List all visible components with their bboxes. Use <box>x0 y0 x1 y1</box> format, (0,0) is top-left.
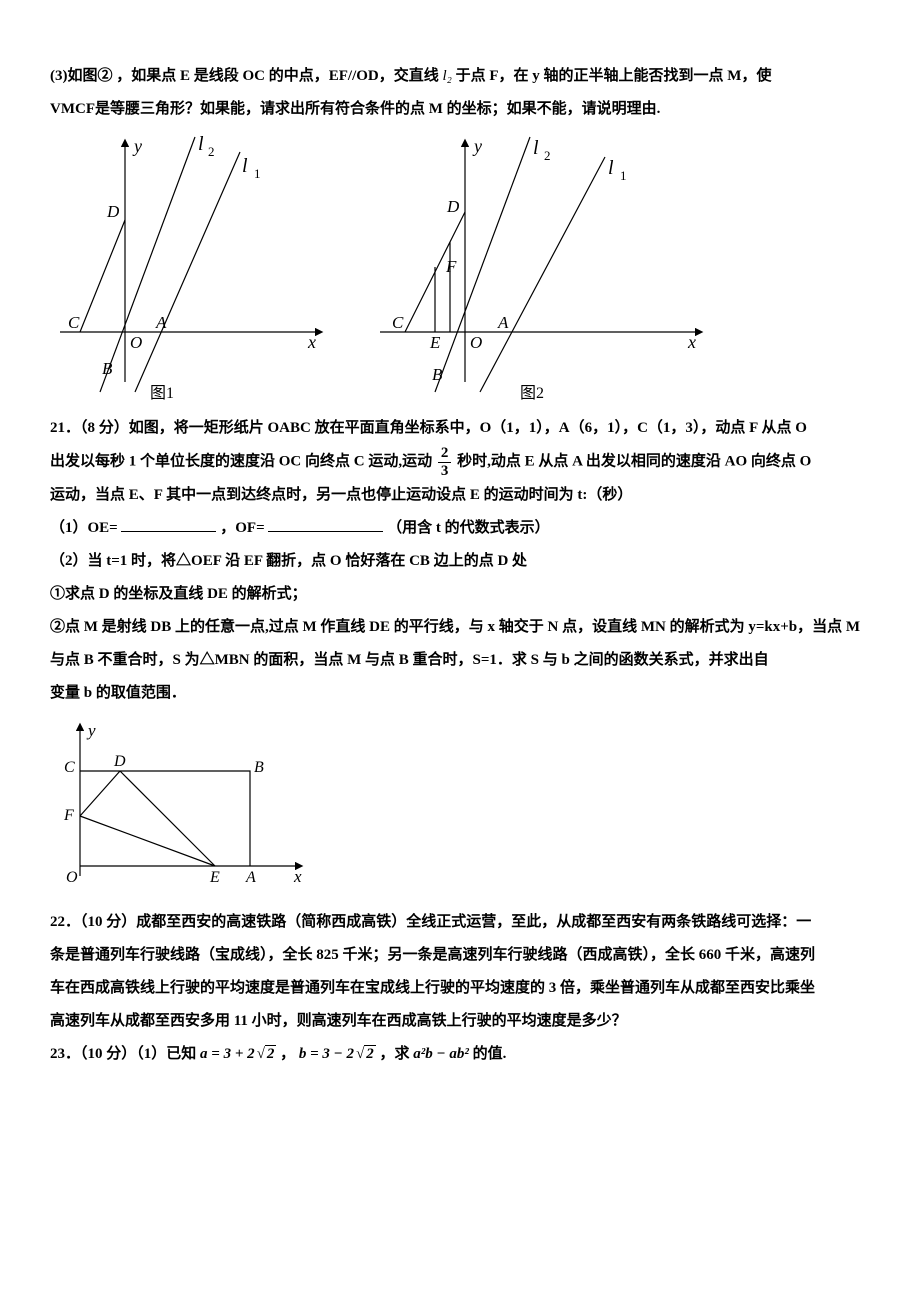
q21-p2: （2）当 t=1 时，将△OEF 沿 EF 翻折，点 O 恰好落在 CB 边上的… <box>50 545 870 578</box>
q21-p2-1: ①求点 D 的坐标及直线 DE 的解析式； <box>50 578 870 611</box>
q21-frac-den: 3 <box>438 463 452 480</box>
q22-head: 22．（10 分）成都至西安的高速铁路（简称西成高铁）全线正式运营，至此，从成都… <box>50 906 870 939</box>
q23-expr: a²b − ab² <box>413 1046 469 1062</box>
q23-sqrt-a: 2 <box>265 1045 277 1062</box>
q21-line3: 运动，当点 E、F 其中一点到达终点时，另一点也停止运动设点 E 的运动时间为 … <box>50 479 870 512</box>
q23-comma1: ， <box>280 1046 295 1062</box>
q23: 23．（10 分）（1）已知 a = 3 + 2 2 ， b = 3 − 2 2 ，… <box>50 1038 870 1071</box>
q23-a: a = 3 + 2 2 <box>200 1046 280 1062</box>
q21-p1: （1）OE= ，OF= （用含 t 的代数式表示） <box>50 512 870 545</box>
q21-p2-3: 变量 b 的取值范围． <box>50 677 870 710</box>
q21-head: 21．（8 分）如图，将一矩形纸片 OABC 放在平面直角坐标系中，O（1，1）… <box>50 412 870 445</box>
q23-b-eq: b = 3 − 2 <box>299 1046 354 1062</box>
fig1-x: x <box>307 332 316 352</box>
fig1-l2-l: l <box>198 133 204 155</box>
q21-p1b: ，OF= <box>220 520 264 536</box>
fig3-C: C <box>64 759 75 776</box>
q23-a-eq: a = 3 + 2 <box>200 1046 255 1062</box>
fig1-A: A <box>155 313 167 332</box>
fig3-B: B <box>254 759 264 776</box>
fig1-D: D <box>106 202 120 221</box>
q3-part1: (3)如图② ，如果点 E 是线段 OC 的中点，EF//OD，交直线 <box>50 68 439 84</box>
fig2-A: A <box>497 313 509 332</box>
fig2-D: D <box>446 197 460 216</box>
fig2-l2-l: l <box>533 137 539 159</box>
fig1-l1-l: l <box>242 155 248 177</box>
fig2-x: x <box>687 332 696 352</box>
fig3-E: E <box>209 869 220 886</box>
q3-line1: (3)如图② ，如果点 E 是线段 OC 的中点，EF//OD，交直线 l₂ 于… <box>50 60 870 93</box>
figure-3: y x C D B F O E A <box>50 716 310 896</box>
q3-l2: l₂ <box>443 68 452 84</box>
fig3-x: x <box>293 867 302 886</box>
blank-of <box>268 516 383 532</box>
fig3-y: y <box>86 721 96 740</box>
q21-p1c: （用含 t 的代数式表示） <box>387 520 550 536</box>
fig1-l2-sub: 2 <box>208 144 215 159</box>
q22-l2: 条是普通列车行驶线路（宝成线），全长 825 千米；另一条是高速列车行驶线路（西… <box>50 939 870 972</box>
q21-line2: 出发以每秒 1 个单位长度的速度沿 OC 向终点 C 运动,运动 2 3 秒时,… <box>50 445 870 479</box>
fig3-A: A <box>245 869 256 886</box>
fig1-l1-sub: 1 <box>254 166 261 181</box>
fig1-y: y <box>132 136 142 156</box>
q21-p2-2: ②点 M 是射线 DB 上的任意一点,过点 M 作直线 DE 的平行线，与 x … <box>50 611 870 677</box>
figures-row: y x l 2 l 1 D C A O B 图1 <box>50 132 870 402</box>
q23-b: b = 3 − 2 2 <box>299 1046 380 1062</box>
q22-l4: 高速列车从成都至西安多用 11 小时，则高速列车在西成高铁上行驶的平均速度是多少… <box>50 1005 870 1038</box>
fig3-F: F <box>63 807 74 824</box>
q21-p1a: （1）OE= <box>50 520 118 536</box>
fig2-E: E <box>429 333 441 352</box>
blank-oe <box>121 516 216 532</box>
q23-head: 23．（10 分）（1）已知 <box>50 1046 196 1062</box>
q21-line2b: 秒时,动点 E 从点 A 出发以相同的速度沿 AO 向终点 O <box>457 453 811 469</box>
fig2-C: C <box>392 313 404 332</box>
q3-line2: VMCF是等腰三角形？如果能，请求出所有符合条件的点 M 的坐标；如果不能，请说… <box>50 93 870 126</box>
q22-l3: 车在西成高铁线上行驶的平均速度是普通列车在宝成线上行驶的平均速度的 3 倍，乘坐… <box>50 972 870 1005</box>
fig3-O: O <box>66 869 78 886</box>
fig1-O: O <box>130 333 142 352</box>
fig2-caption: 图2 <box>520 385 544 402</box>
q23-end: 的值. <box>473 1046 507 1062</box>
q21-frac-num: 2 <box>438 445 452 463</box>
fig2-l1-sub: 1 <box>620 168 627 183</box>
fig2-y: y <box>472 136 482 156</box>
fig2-l2-sub: 2 <box>544 148 551 163</box>
fig1-B: B <box>102 359 113 378</box>
q21-frac: 2 3 <box>438 445 452 479</box>
q23-sqrt-b: 2 <box>364 1045 376 1062</box>
fig2-B: B <box>432 365 443 384</box>
q3-part2: 于点 F，在 y 轴的正半轴上能否找到一点 M，使 <box>456 68 772 84</box>
q23-tail: ，求 <box>380 1046 410 1062</box>
fig1-caption: 图1 <box>150 385 174 402</box>
fig2-F: F <box>445 257 457 276</box>
fig2-O: O <box>470 333 482 352</box>
q21-line2a: 出发以每秒 1 个单位长度的速度沿 OC 向终点 C 运动,运动 <box>50 453 432 469</box>
fig1-C: C <box>68 313 80 332</box>
fig2-l1-l: l <box>608 157 614 179</box>
figure-1: y x l 2 l 1 D C A O B 图1 <box>50 132 330 402</box>
figure-2: y x l 2 l 1 D F C E O A B 图2 <box>370 132 710 402</box>
fig3-D: D <box>113 753 126 770</box>
sqrt-icon: 2 <box>255 1038 277 1071</box>
sqrt-icon: 2 <box>354 1038 376 1071</box>
